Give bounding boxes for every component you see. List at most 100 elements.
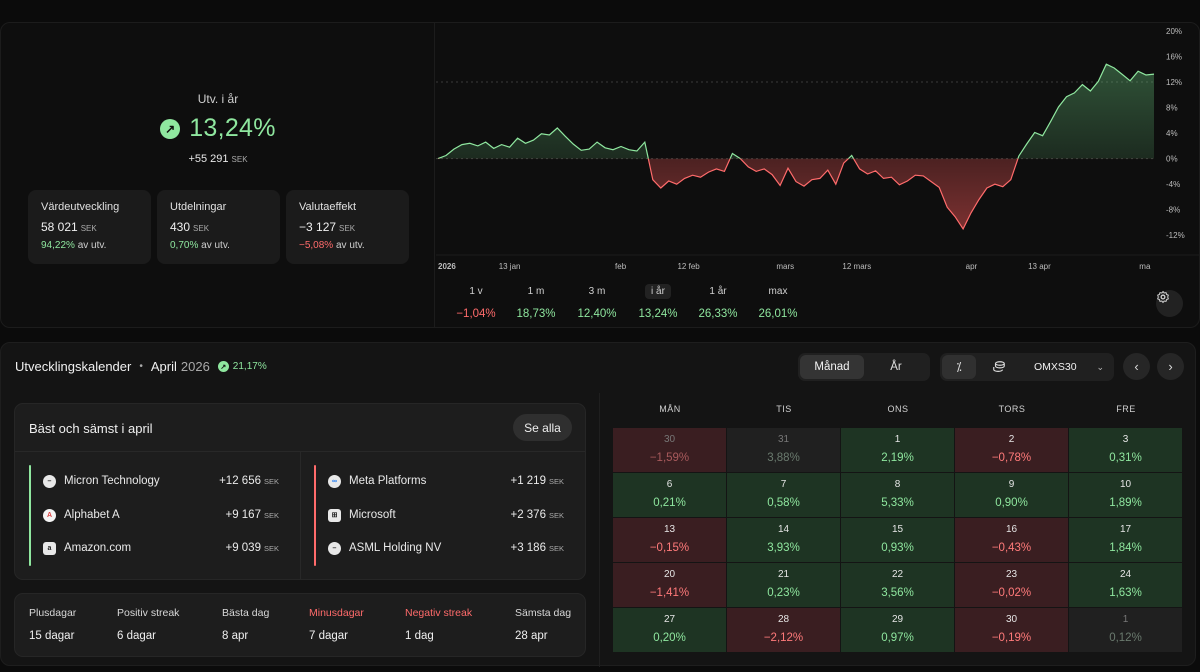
view-month-button[interactable]: Månad	[800, 355, 864, 379]
chart-settings-button[interactable]	[1156, 290, 1183, 317]
calendar-day-cell[interactable]: 13 −0,15%	[613, 518, 726, 562]
day-change: −0,78%	[991, 452, 1032, 464]
calendar-day-cell[interactable]: 27 0,20%	[613, 608, 726, 652]
weekday-header: FRE	[1116, 404, 1136, 414]
tab-label: max	[768, 286, 788, 297]
chevron-down-icon: ⌄	[1096, 361, 1104, 372]
tab-1y[interactable]: 1 år 26,33%	[688, 281, 748, 320]
dividends-card[interactable]: Utdelningar 430 SEK 0,70% av utv.	[157, 190, 280, 264]
holding-amount: +12 656 SEK	[219, 475, 279, 487]
holding-currency: SEK	[263, 544, 279, 553]
holding-row[interactable]: ⊞ Microsoft +2 376 SEK	[328, 505, 564, 525]
calendar-day-cell[interactable]: 6 0,21%	[613, 473, 726, 517]
calendar-day-cell[interactable]: 14 3,93%	[727, 518, 840, 562]
holding-currency: SEK	[548, 511, 564, 520]
card-pct-suffix: av utv.	[201, 240, 230, 251]
calendar-day-cell[interactable]: 21 0,23%	[727, 563, 840, 607]
card-amount: −3 127	[299, 220, 337, 234]
tab-1v[interactable]: 1 v −1,04%	[446, 281, 506, 320]
day-number: 22	[891, 569, 904, 580]
holding-row[interactable]: – ASML Holding NV +3 186 SEK	[328, 538, 564, 558]
day-change: 0,58%	[767, 497, 800, 509]
calendar-day-cell[interactable]: 1 2,19%	[841, 428, 954, 472]
day-change: 5,33%	[881, 497, 914, 509]
holding-row[interactable]: – Micron Technology +12 656 SEK	[43, 471, 279, 491]
view-year-button[interactable]: År	[890, 361, 902, 373]
calendar-day-cell[interactable]: 2 −0,78%	[955, 428, 1068, 472]
day-change: −2,12%	[763, 632, 804, 644]
weekday-header: TIS	[776, 404, 792, 414]
day-change: 3,88%	[767, 452, 800, 464]
calendar-day-cell[interactable]: 30 −0,19%	[955, 608, 1068, 652]
day-number: 30	[1005, 614, 1018, 625]
calendar-day-cell[interactable]: 20 −1,41%	[613, 563, 726, 607]
card-amount: 58 021	[41, 220, 78, 234]
calendar-day-cell[interactable]: 10 1,89%	[1069, 473, 1182, 517]
holding-row[interactable]: A Alphabet A +9 167 SEK	[43, 505, 279, 525]
amount-toggle-button[interactable]	[982, 355, 1016, 379]
worst-indicator-bar	[314, 465, 316, 566]
card-share: −5,08% av utv.	[299, 240, 396, 251]
calendar-day-cell[interactable]: 29 0,97%	[841, 608, 954, 652]
performance-chart[interactable]: 20% 16% 12% 8% 4% 0% -4% -8% -12% 2026 13 jan feb 12…	[436, 23, 1200, 329]
percent-toggle-button[interactable]: ⁒	[942, 355, 976, 379]
calendar-day-cell[interactable]: 15 0,93%	[841, 518, 954, 562]
see-all-button[interactable]: Se alla	[513, 414, 572, 441]
stat-label: Minusdagar	[309, 607, 364, 619]
performance-chart-svg[interactable]: 20% 16% 12% 8% 4% 0% -4% -8% -12% 2026 13 jan feb 12…	[436, 23, 1200, 281]
x-tick-label: ma	[1139, 262, 1151, 271]
separator-dot: •	[139, 361, 143, 372]
tab-1m[interactable]: 1 m 18,73%	[506, 281, 566, 320]
day-number: 17	[1119, 524, 1132, 535]
tab-max[interactable]: max 26,01%	[748, 281, 808, 320]
value-change-card[interactable]: Värdeutveckling 58 021 SEK 94,22% av utv.	[28, 190, 151, 264]
index-select[interactable]: OMXS30 ⌄	[1026, 355, 1110, 379]
calendar-day-cell[interactable]: 1 0,12%	[1069, 608, 1182, 652]
holding-amount-value: +9 167	[225, 509, 261, 521]
stat-value: 6 dagar	[117, 630, 157, 642]
holding-row[interactable]: ∞ Meta Platforms +1 219 SEK	[328, 471, 564, 491]
day-change: 3,56%	[881, 587, 914, 599]
day-number: 31	[777, 434, 790, 445]
calendar-day-cell[interactable]: 8 5,33%	[841, 473, 954, 517]
tab-label: 1 år	[709, 286, 727, 297]
day-change: 0,23%	[767, 587, 800, 599]
tab-value: 13,24%	[638, 308, 678, 320]
calendar-day-cell[interactable]: 28 −2,12%	[727, 608, 840, 652]
card-title: Värdeutveckling	[41, 201, 120, 213]
calendar-day-cell[interactable]: 24 1,63%	[1069, 563, 1182, 607]
calendar-day-cell[interactable]: 22 3,56%	[841, 563, 954, 607]
day-change: −0,15%	[649, 542, 690, 554]
calendar-day-cell[interactable]: 16 −0,43%	[955, 518, 1068, 562]
day-change: 0,12%	[1109, 632, 1142, 644]
holding-amount-value: +12 656	[219, 475, 261, 487]
next-month-button[interactable]: ›	[1157, 353, 1184, 380]
previous-month-button[interactable]: ‹	[1123, 353, 1150, 380]
day-number: 1	[1122, 614, 1129, 625]
microsoft-logo-icon: ⊞	[328, 508, 341, 522]
day-change: −0,19%	[991, 632, 1032, 644]
micron-logo-icon: –	[43, 474, 56, 488]
calendar-day-cell[interactable]: 17 1,84%	[1069, 518, 1182, 562]
calendar-day-cell[interactable]: 9 0,90%	[955, 473, 1068, 517]
x-tick-label: 13 apr	[1028, 262, 1051, 271]
currency-effect-card[interactable]: Valutaeffekt −3 127 SEK −5,08% av utv.	[286, 190, 409, 264]
y-tick-label: 8%	[1166, 104, 1178, 113]
calendar-day-cell[interactable]: 30 −1,59%	[613, 428, 726, 472]
calendar-day-cell[interactable]: 31 3,88%	[727, 428, 840, 472]
calendar-grid: MÅN TIS ONS TORS FRE 30 −1,59% 31 3,88% 1 2,19% 2 −0…	[599, 393, 1197, 667]
x-tick-label: 12 feb	[677, 262, 700, 271]
tab-ytd[interactable]: i år 13,24%	[628, 281, 688, 320]
calendar-header: Utvecklingskalender • April 2026 ↗ 21,17%	[15, 359, 267, 374]
tab-3m[interactable]: 3 m 12,40%	[567, 281, 627, 320]
calendar-day-cell[interactable]: 23 −0,02%	[955, 563, 1068, 607]
calendar-day-cell[interactable]: 3 0,31%	[1069, 428, 1182, 472]
card-value: 58 021 SEK	[41, 220, 138, 234]
best-worst-title: Bäst och sämst i april	[29, 421, 153, 436]
day-number: 21	[777, 569, 790, 580]
holding-row[interactable]: a Amazon.com +9 039 SEK	[43, 538, 279, 558]
day-number: 6	[666, 479, 673, 490]
holding-amount-value: +1 219	[510, 475, 546, 487]
x-tick-label: feb	[615, 262, 627, 271]
calendar-day-cell[interactable]: 7 0,58%	[727, 473, 840, 517]
